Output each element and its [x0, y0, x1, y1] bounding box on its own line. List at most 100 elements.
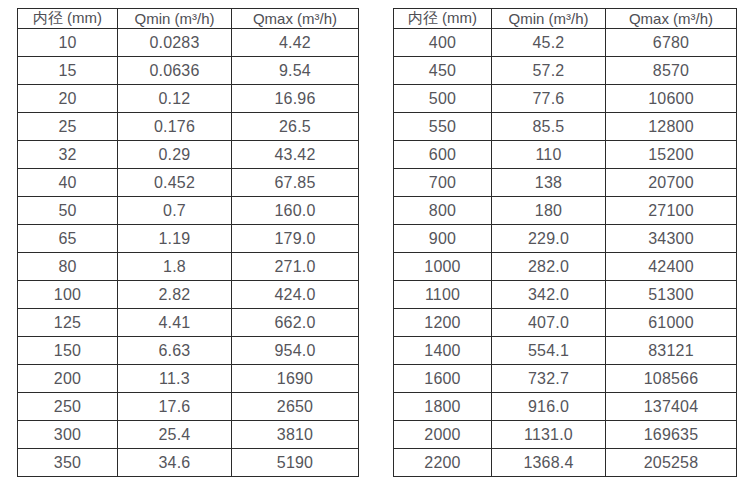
table-cell: 6.63: [118, 337, 232, 365]
table-cell: 1131.0: [492, 421, 606, 449]
table-row: 801.8271.0: [18, 253, 359, 281]
table-cell: 169635: [606, 421, 737, 449]
table-cell: 27100: [606, 197, 737, 225]
table-row: 250.17626.5: [18, 113, 359, 141]
table-cell: 1368.4: [492, 449, 606, 477]
flow-table-large-diameters: 内径 (mm) Qmin (m³/h) Qmax (m³/h) 40045.26…: [393, 8, 737, 477]
table-row: 500.7160.0: [18, 197, 359, 225]
table-cell: 57.2: [492, 57, 606, 85]
table-cell: 662.0: [232, 309, 359, 337]
table-cell: 6780: [606, 29, 737, 57]
table-cell: 100: [18, 281, 118, 309]
table-cell: 67.85: [232, 169, 359, 197]
table-cell: 0.0283: [118, 29, 232, 57]
table-cell: 3810: [232, 421, 359, 449]
table-cell: 85.5: [492, 113, 606, 141]
table-cell: 200: [18, 365, 118, 393]
table-cell: 342.0: [492, 281, 606, 309]
table-cell: 2.82: [118, 281, 232, 309]
table-cell: 32: [18, 141, 118, 169]
table-cell: 229.0: [492, 225, 606, 253]
table-cell: 0.452: [118, 169, 232, 197]
table-cell: 61000: [606, 309, 737, 337]
table-cell: 20700: [606, 169, 737, 197]
table-cell: 10: [18, 29, 118, 57]
table-cell: 2000: [394, 421, 492, 449]
table-row: 651.19179.0: [18, 225, 359, 253]
table-row: 1002.82424.0: [18, 281, 359, 309]
header-cell-qmax: Qmax (m³/h): [232, 9, 359, 29]
table-cell: 954.0: [232, 337, 359, 365]
table-cell: 0.176: [118, 113, 232, 141]
table-cell: 0.0636: [118, 57, 232, 85]
table-cell: 271.0: [232, 253, 359, 281]
table-cell: 34300: [606, 225, 737, 253]
table-row: 35034.65190: [18, 449, 359, 477]
table-cell: 800: [394, 197, 492, 225]
table-row: 20001131.0169635: [394, 421, 737, 449]
table-row: 1200407.061000: [394, 309, 737, 337]
table-cell: 16.96: [232, 85, 359, 113]
header-cell-qmin: Qmin (m³/h): [492, 9, 606, 29]
table-body: 100.02834.42150.06369.54200.1216.96250.1…: [18, 29, 359, 477]
table-cell: 900: [394, 225, 492, 253]
table-row: 45057.28570: [394, 57, 737, 85]
table-cell: 110: [492, 141, 606, 169]
table-cell: 550: [394, 113, 492, 141]
table-row: 20011.31690: [18, 365, 359, 393]
table-cell: 500: [394, 85, 492, 113]
table-cell: 8570: [606, 57, 737, 85]
header-cell-diameter: 内径 (mm): [394, 9, 492, 29]
table-cell: 50: [18, 197, 118, 225]
table-header: 内径 (mm) Qmin (m³/h) Qmax (m³/h): [18, 9, 359, 29]
table-cell: 108566: [606, 365, 737, 393]
table-cell: 1.8: [118, 253, 232, 281]
table-row: 200.1216.96: [18, 85, 359, 113]
table-row: 50077.610600: [394, 85, 737, 113]
table-row: 1254.41662.0: [18, 309, 359, 337]
table-row: 22001368.4205258: [394, 449, 737, 477]
table-cell: 2650: [232, 393, 359, 421]
table-cell: 77.6: [492, 85, 606, 113]
table-cell: 205258: [606, 449, 737, 477]
table-cell: 282.0: [492, 253, 606, 281]
table-cell: 17.6: [118, 393, 232, 421]
table-cell: 15: [18, 57, 118, 85]
table-cell: 0.12: [118, 85, 232, 113]
table-row: 1600732.7108566: [394, 365, 737, 393]
table-cell: 43.42: [232, 141, 359, 169]
table-cell: 4.42: [232, 29, 359, 57]
flow-table-small-diameters: 内径 (mm) Qmin (m³/h) Qmax (m³/h) 100.0283…: [17, 8, 359, 477]
table-cell: 5190: [232, 449, 359, 477]
table-cell: 1100: [394, 281, 492, 309]
table-cell: 732.7: [492, 365, 606, 393]
table-cell: 1000: [394, 253, 492, 281]
table-cell: 26.5: [232, 113, 359, 141]
table-row: 25017.62650: [18, 393, 359, 421]
table-cell: 450: [394, 57, 492, 85]
table-cell: 1.19: [118, 225, 232, 253]
table-row: 40045.26780: [394, 29, 737, 57]
table-cell: 0.29: [118, 141, 232, 169]
table-row: 1000282.042400: [394, 253, 737, 281]
table-row: 150.06369.54: [18, 57, 359, 85]
table-cell: 9.54: [232, 57, 359, 85]
table-cell: 83121: [606, 337, 737, 365]
table-cell: 554.1: [492, 337, 606, 365]
table-cell: 400: [394, 29, 492, 57]
table-cell: 25.4: [118, 421, 232, 449]
table-cell: 1400: [394, 337, 492, 365]
flow-spec-tables: 内径 (mm) Qmin (m³/h) Qmax (m³/h) 100.0283…: [0, 0, 750, 477]
table-cell: 1200: [394, 309, 492, 337]
table-header: 内径 (mm) Qmin (m³/h) Qmax (m³/h): [394, 9, 737, 29]
table-row: 70013820700: [394, 169, 737, 197]
table-cell: 160.0: [232, 197, 359, 225]
table-row: 60011015200: [394, 141, 737, 169]
table-cell: 125: [18, 309, 118, 337]
header-row: 内径 (mm) Qmin (m³/h) Qmax (m³/h): [394, 9, 737, 29]
table-cell: 0.7: [118, 197, 232, 225]
table-row: 1400554.183121: [394, 337, 737, 365]
header-cell-qmax: Qmax (m³/h): [606, 9, 737, 29]
table-row: 1506.63954.0: [18, 337, 359, 365]
table-cell: 138: [492, 169, 606, 197]
